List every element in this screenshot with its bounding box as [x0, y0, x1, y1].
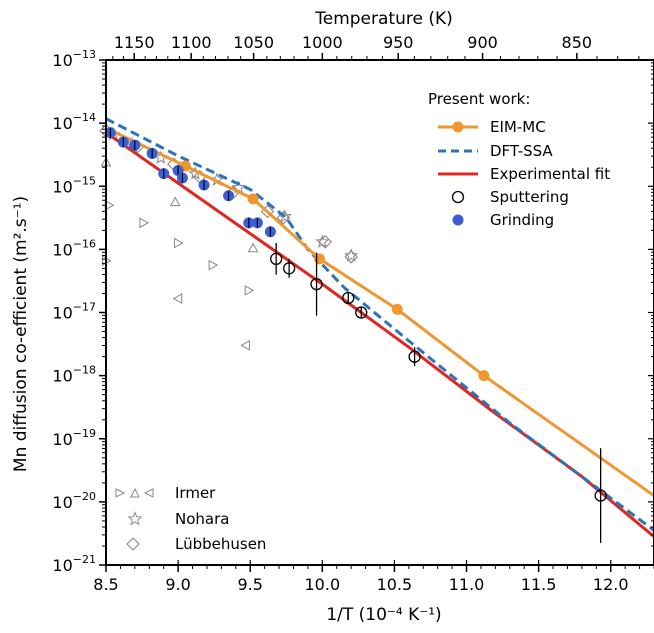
series-layer	[99, 117, 654, 543]
legend-exp-fit-label: Experimental fit	[490, 165, 610, 183]
irmer-point	[139, 217, 150, 229]
x-tick-label: 9.0	[165, 575, 190, 594]
top-tick-label: 950	[383, 33, 414, 52]
irmer-point	[174, 237, 184, 249]
x-tick-label: 12.0	[593, 575, 629, 594]
legend-literature: Irmer Nohara Lübbehusen	[115, 484, 266, 553]
y-tick-label: 10−14	[52, 111, 96, 133]
legend-irmer-triangle-up	[130, 487, 140, 498]
y-tick-label: 10−17	[52, 301, 96, 323]
legend-dft-ssa-label: DFT-SSA	[490, 142, 553, 160]
top-tick-label: 900	[467, 33, 498, 52]
sputtering-point	[408, 350, 421, 363]
irmer-point	[172, 293, 183, 304]
irmer-point	[244, 285, 255, 296]
x-axis-title: 1/T (10⁻⁴ K⁻¹)	[326, 605, 441, 625]
nohara-point	[231, 180, 246, 194]
legend-grinding-marker	[452, 214, 464, 226]
y-axis-title: Mn diffusion co-efficient (m².s⁻¹)	[11, 196, 31, 472]
legend-eim-mc-marker	[452, 121, 464, 133]
axes: 8.5 9.0 9.5 10.0 10.5 11.0 11.5 12.0 1150 1100 105…	[52, 33, 654, 594]
top-tick-label: 1100	[171, 33, 212, 52]
x-tick-label: 10.5	[377, 575, 413, 594]
legend-nohara-label: Nohara	[175, 510, 229, 528]
sputtering-point	[310, 277, 323, 291]
legend-nohara-star-glyph	[127, 511, 143, 526]
irmer-point	[240, 339, 250, 351]
sputtering-point	[282, 262, 296, 275]
legend-lubbehusen-diamond	[126, 537, 140, 551]
irmer-point	[208, 259, 219, 271]
sputtering-point	[270, 252, 283, 265]
legend-present-work: Present work: EIM-MC DFT-SSA Experimenta…	[428, 90, 610, 229]
x-tick-label: 10.0	[305, 575, 341, 594]
top-tick-label: 850	[562, 33, 593, 52]
sputtering-point	[342, 291, 355, 305]
eim-mc-point	[391, 303, 403, 315]
y-tick-label: 10−20	[52, 490, 96, 512]
irmer-point	[169, 196, 181, 207]
top-tick-label: 1150	[114, 33, 155, 52]
legend-eim-mc-label: EIM-MC	[490, 118, 546, 136]
sputtering-point	[355, 306, 368, 319]
y-tick-label: 10−19	[52, 427, 96, 449]
top-axis-title: Temperature (K)	[314, 9, 453, 29]
irmer-point	[247, 242, 259, 253]
exp-fit-line	[105, 131, 654, 538]
y-tick-label: 10−13	[52, 48, 96, 70]
eim-mc-line	[108, 128, 654, 497]
top-tick-label: 1050	[233, 33, 274, 52]
eim-mc-point	[478, 370, 490, 382]
lubbehusen-point	[276, 211, 291, 225]
eim-mc-point	[247, 193, 259, 205]
y-tick-label: 10−15	[52, 174, 96, 196]
x-tick-label: 11.5	[521, 575, 557, 594]
nohara-point	[344, 248, 359, 262]
top-tick-label: 1000	[302, 33, 343, 52]
lubbehusen-point	[344, 250, 358, 264]
x-tick-label: 8.5	[93, 575, 118, 594]
legend-sputtering-marker	[451, 190, 465, 204]
x-tick-label: 11.0	[449, 575, 485, 594]
y-tick-label: 10−21	[52, 553, 96, 575]
sputtering-point	[594, 489, 607, 502]
legend-lubbehusen-label: Lübbehusen	[175, 535, 266, 553]
legend-sputtering-label: Sputtering	[490, 188, 569, 206]
legend-irmer-label: Irmer	[175, 484, 216, 502]
legend-grinding-label: Grinding	[490, 211, 554, 229]
eim-mc-point	[313, 253, 325, 265]
legend-irmer-triangle-left	[143, 488, 154, 498]
x-tick-label: 9.5	[237, 575, 262, 594]
lubbehusen-point	[318, 235, 332, 249]
y-tick-label: 10−16	[52, 237, 96, 259]
y-tick-label: 10−18	[52, 364, 96, 386]
legend-title: Present work:	[428, 90, 530, 108]
legend-irmer-triangle-right	[115, 488, 126, 498]
legend-nohara-star	[127, 511, 143, 526]
